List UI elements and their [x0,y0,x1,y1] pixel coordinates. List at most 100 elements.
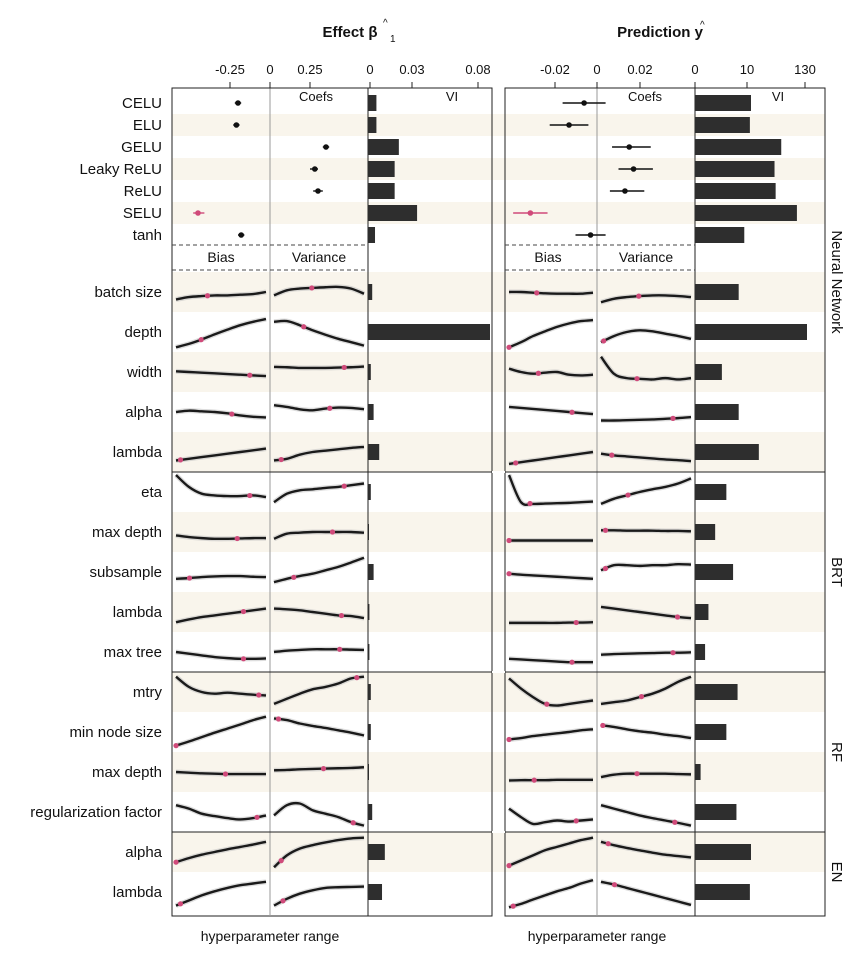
row-label: tanh [133,227,162,244]
curve-marker [186,575,193,581]
prediction-vi-bar [695,324,807,340]
group-label: Neural Network [828,230,845,334]
curve-line [273,365,365,370]
curve-line [600,355,692,381]
prediction-point [566,122,572,128]
tick-label: 0.08 [465,62,490,77]
curve-line [273,530,365,540]
row-label: mtry [133,684,163,701]
tick-label: 10 [740,62,754,77]
effect-vi-bar [368,484,371,500]
curve-line [509,621,594,625]
prediction-vi-bar [695,183,776,199]
curve-marker [600,722,606,729]
row-label: Leaky ReLU [79,161,162,178]
prediction-vi-bar [695,764,701,780]
effect-title-subscript: 1 [390,34,396,45]
effect-point [315,188,321,194]
curve-marker [177,457,184,463]
curve-line [600,651,692,656]
effect-vi-bar [368,564,374,580]
curve-marker [573,619,579,626]
effect-vi-bar [368,644,370,660]
curve-line [508,657,593,664]
row-band [172,202,825,224]
effect-vi-bar [368,183,395,199]
curve-marker [234,535,240,542]
curve-line [508,836,594,867]
curve-marker [177,901,184,907]
curve-marker [670,415,676,421]
prediction-vi-bar [695,444,759,460]
x-axis-label: hyperparameter range [201,928,340,944]
row-label: alpha [125,404,162,421]
curve-line [175,290,267,301]
vi-label: VI [446,89,458,104]
prediction-vi-bar [695,139,782,155]
row-label: GELU [121,139,162,156]
row-label: lambda [113,604,163,621]
chart-labels: Effect β 1^Prediction y^-0.25 0 0.25 0 0.03 0.… [30,18,845,944]
curve-marker [327,405,333,411]
curve-marker [605,841,611,847]
effect-vi-bar [368,284,373,300]
effect-point [323,144,329,150]
effect-vi-bar [368,524,369,540]
curve-marker [670,650,676,656]
curve-marker [341,364,347,371]
effect-vi-bar [368,604,370,620]
curve-line [273,607,365,620]
bias-label: Bias [207,249,234,265]
curve-marker [350,820,356,826]
prediction-vi-bar [695,724,727,740]
curve-line [175,840,267,864]
curve-line [508,318,594,349]
row-label: alpha [125,844,162,861]
prediction-title: Prediction y [617,24,704,41]
tick-label: 0 [266,62,273,77]
curve-band [175,879,267,908]
effect-point [233,122,240,128]
prediction-vi-bar [695,205,797,221]
group-label: EN [828,862,845,883]
coefs-label: Coefs [628,89,662,104]
curve-marker [222,771,229,777]
tick-label: -0.02 [540,62,570,77]
curve-marker [506,571,512,577]
row-label: eta [141,484,163,501]
curve-marker [569,409,575,415]
effect-vi-bar [368,95,377,111]
curve-marker [204,293,211,299]
curve-line [175,675,267,697]
curve-marker [173,859,179,865]
curve-line [175,447,267,462]
curve-line [273,766,365,772]
effect-vi-bar [368,161,395,177]
curve-line [175,650,267,661]
curve-marker [569,659,575,665]
prediction-point [626,144,633,150]
vi-label: VI [772,89,784,104]
tick-label: 130 [794,62,816,77]
curve-line [175,804,267,821]
curve-line [600,724,692,740]
curve-marker [506,344,512,350]
bias-label: Bias [534,249,561,265]
curve-line [600,415,692,422]
curve-line [508,450,594,466]
curve-marker [674,614,681,620]
curve-marker [609,452,615,458]
curve-marker [278,456,284,463]
curve-marker [354,675,360,681]
row-label: batch size [94,284,162,301]
row-label: ReLU [124,183,162,200]
curve-line [600,772,692,779]
effect-title: Effect β [323,24,378,41]
row-band [172,512,825,552]
curve-line [175,715,267,747]
chart-marks [173,95,807,910]
curve-marker [278,858,284,864]
effect-vi-bar [368,724,371,740]
curve-marker [506,736,512,743]
